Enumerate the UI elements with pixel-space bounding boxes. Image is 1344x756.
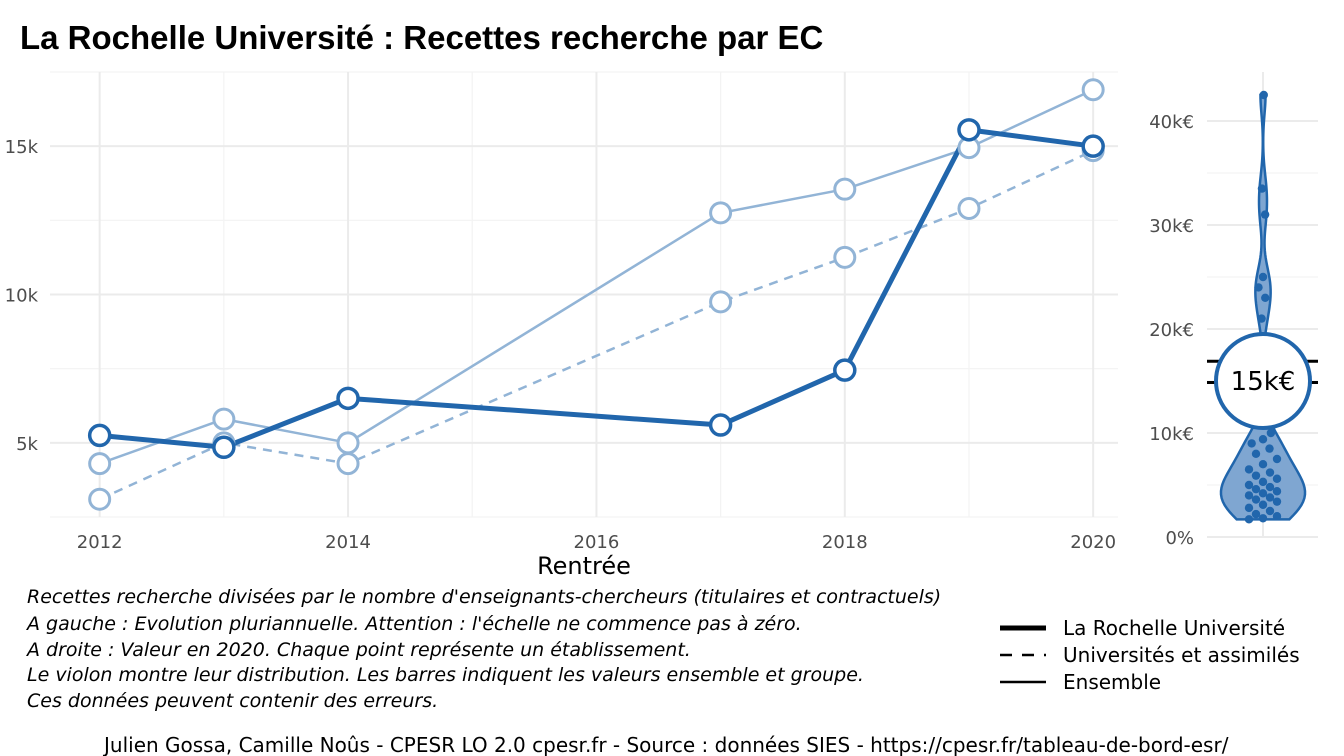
note-line: Recettes recherche divisées par le nombr… (27, 586, 941, 608)
violin-point (1258, 514, 1268, 523)
y-tick-label: 5k (16, 434, 38, 455)
violin-point (1244, 465, 1254, 474)
data-point (88, 452, 112, 476)
data-point (336, 452, 360, 476)
violin-point (1257, 184, 1267, 193)
x-tick-label: 2014 (325, 532, 371, 553)
violin-chart-panel: 0% 10k€ 20k€ 30k€ 40k€ 15k€ (1149, 72, 1318, 549)
violin-point (1265, 444, 1274, 453)
violin-point (1251, 484, 1261, 494)
data-point (212, 407, 236, 431)
violin-point (1251, 495, 1261, 504)
data-point (336, 386, 360, 411)
violin-point (1258, 489, 1268, 498)
legend: La Rochelle Université Universités et ass… (1000, 616, 1300, 694)
note-line: Ces données peuvent contenir des erreurs… (27, 690, 438, 712)
violin-point (1265, 493, 1275, 502)
data-point (1081, 134, 1105, 158)
violin-point (1258, 460, 1268, 469)
data-point (88, 487, 112, 511)
data-point (336, 431, 360, 455)
data-point (833, 245, 857, 269)
x-tick-label: 2016 (574, 532, 620, 553)
y-tick-label: 20k€ (1149, 320, 1194, 341)
x-tick-label: 2012 (77, 532, 123, 553)
violin-point (1251, 449, 1261, 458)
data-point (87, 423, 112, 448)
violin-point (1258, 500, 1268, 509)
violin-point (1265, 506, 1275, 516)
violin-point (1244, 515, 1254, 524)
note-line: A gauche : Evolution pluriannuelle. Atte… (25, 613, 802, 635)
data-point (708, 413, 733, 437)
violin-point (1265, 482, 1275, 492)
violin-point (1244, 503, 1254, 513)
chart-title: La Rochelle Université : Recettes recher… (20, 19, 823, 56)
x-axis-title: Rentrée (537, 552, 631, 580)
y-tick-label: 0% (1165, 528, 1194, 549)
violin-point (1251, 471, 1261, 480)
x-tick-label: 2020 (1070, 532, 1116, 553)
violin-point (1261, 293, 1270, 302)
legend-label: La Rochelle Université (1063, 616, 1285, 640)
violin-point (1259, 90, 1268, 100)
data-point (212, 435, 236, 460)
data-point (709, 290, 733, 314)
y-tick-label: 10k€ (1149, 424, 1194, 445)
highlight-label: 15k€ (1231, 367, 1296, 397)
violin-point (1247, 439, 1256, 448)
violin-point (1258, 272, 1268, 282)
violin-point (1254, 283, 1263, 292)
violin-point (1260, 210, 1270, 219)
y-tick-label: 10k (5, 286, 39, 307)
note-line: A droite : Valeur en 2020. Chaque point … (25, 639, 691, 661)
violin-point (1265, 468, 1275, 477)
y-tick-label: 40k€ (1149, 112, 1194, 133)
violin-point (1272, 487, 1282, 496)
violin-point (1244, 480, 1254, 490)
highlight-marker (1214, 332, 1312, 430)
violin-point (1258, 435, 1268, 444)
notes-block: Recettes recherche divisées par le nombr… (25, 586, 941, 712)
caption: Julien Gossa, Camille Noûs - CPESR LO 2.… (102, 733, 1229, 756)
violin-point (1258, 477, 1268, 487)
line-chart-panel: 2012 2014 2016 2018 2020 5k 10k 15k Rentrée (5, 71, 1118, 580)
data-point (833, 177, 857, 201)
data-point (709, 201, 733, 225)
violin-point (1272, 497, 1282, 506)
violin-shape (1219, 93, 1307, 521)
violin-point (1272, 454, 1282, 464)
violin-point (1266, 428, 1276, 438)
violin-point (1244, 491, 1254, 500)
legend-label: Universités et assimilés (1063, 643, 1300, 667)
legend-label: Ensemble (1063, 670, 1161, 694)
note-line: Le violon montre leur distribution. Les … (27, 664, 864, 686)
data-point (957, 196, 981, 220)
data-point (833, 358, 857, 382)
y-tick-label: 30k€ (1149, 216, 1194, 237)
data-point (1081, 78, 1105, 102)
y-tick-label: 15k (5, 137, 39, 158)
violin-point (1257, 314, 1266, 323)
violin-point (1272, 512, 1282, 521)
violin-point (1251, 509, 1261, 519)
x-tick-label: 2018 (822, 532, 868, 553)
data-point (957, 118, 981, 142)
violin-point (1272, 474, 1282, 483)
